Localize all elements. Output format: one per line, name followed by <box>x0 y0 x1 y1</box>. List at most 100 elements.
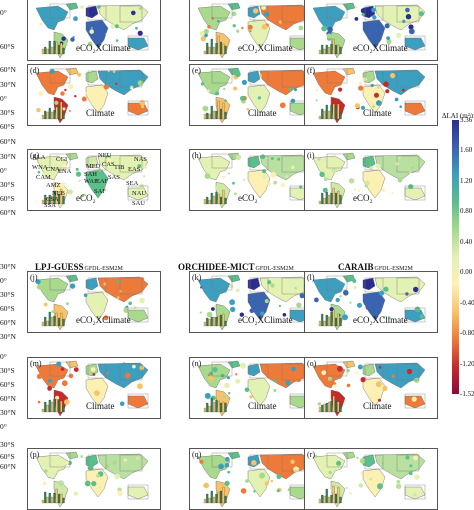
lai-change-patch <box>218 463 224 470</box>
colorbar-tick: -0.400 <box>460 298 474 307</box>
lai-change-patch <box>105 33 108 35</box>
region-box <box>211 3 233 19</box>
region-label: NAS <box>134 156 148 163</box>
lai-change-patch <box>222 395 226 399</box>
histogram-bar <box>328 316 331 327</box>
lai-change-patch <box>133 305 137 310</box>
lai-change-patch <box>270 283 275 288</box>
region-box <box>404 35 426 51</box>
region-label: CSA <box>46 196 59 203</box>
region-box <box>404 100 426 116</box>
lai-change-patch <box>229 299 235 306</box>
histogram-bar <box>318 200 321 205</box>
lai-change-patch <box>408 471 413 476</box>
region-box <box>249 70 269 86</box>
region-box <box>49 275 71 291</box>
lai-change-patch <box>246 107 250 111</box>
histogram-bar <box>335 399 338 413</box>
histogram-bar <box>44 46 47 55</box>
histogram-bar <box>51 316 54 327</box>
lai-change-patch <box>240 488 247 494</box>
continent-shape <box>247 155 261 169</box>
histogram-bar <box>60 101 63 120</box>
region-box <box>404 307 426 323</box>
lai-change-patch <box>317 402 321 406</box>
map-canvas <box>312 67 426 124</box>
histogram-bar <box>335 317 338 327</box>
histogram-bar <box>60 42 63 55</box>
region-box <box>127 393 149 409</box>
lai-change-patch <box>327 90 332 96</box>
lai-change-patch <box>270 171 277 178</box>
lai-change-patch <box>200 82 205 86</box>
lai-change-patch <box>213 14 216 17</box>
lai-change-patch <box>381 462 384 465</box>
latitude-label: 60°S <box>0 380 15 389</box>
lai-change-patch <box>224 463 230 468</box>
histogram-bar <box>210 105 213 120</box>
panel-caption: eCO₂ <box>76 193 96 203</box>
histogram-bar <box>323 495 326 504</box>
lai-change-patch <box>413 455 418 461</box>
lai-change-patch <box>383 81 389 87</box>
continent-shape <box>342 67 356 76</box>
histogram-bar <box>46 496 49 504</box>
lai-change-patch <box>346 368 350 373</box>
lai-change-patch <box>92 302 96 306</box>
map-panel: eCO₂XClimate <box>27 0 161 61</box>
lai-change-patch <box>327 26 333 33</box>
histogram-bar <box>55 190 58 205</box>
lai-change-patch <box>371 177 376 183</box>
histogram-bar <box>321 44 324 55</box>
lai-change-patch <box>211 307 215 311</box>
panel-caption: eCO₂XClimate <box>353 315 408 325</box>
colorbar-tick: -1.52 <box>460 390 474 398</box>
histogram-bar <box>328 110 331 120</box>
histogram-bar <box>220 490 223 504</box>
lai-change-patch <box>331 167 337 173</box>
histogram-bar <box>224 111 227 120</box>
lai-change-patch <box>314 297 319 303</box>
histogram-bar <box>215 493 218 504</box>
histogram-bar <box>48 399 51 413</box>
lai-change-patch <box>418 11 425 17</box>
lai-change-patch <box>116 280 120 284</box>
histogram-bar <box>213 195 216 205</box>
lai-change-patch <box>299 293 305 299</box>
histogram-bar <box>213 496 216 504</box>
histogram-bar <box>210 316 213 327</box>
region-box <box>364 5 384 21</box>
continent-shape <box>85 277 99 291</box>
panel-caption: Climate <box>248 108 277 118</box>
lai-change-patch <box>139 100 146 106</box>
histogram-bar <box>339 46 342 55</box>
map-canvas <box>197 2 311 59</box>
latitude-label: 30°S <box>0 440 15 449</box>
histogram-bar <box>339 317 342 327</box>
lai-change-patch <box>69 283 76 289</box>
lai-change-patch <box>333 384 337 388</box>
histogram-bar <box>325 314 328 327</box>
histogram-bar <box>330 311 333 327</box>
lai-change-patch <box>346 383 351 388</box>
lai-change-patch <box>287 488 291 492</box>
continent-shape <box>404 102 426 116</box>
histogram-bar <box>48 107 51 120</box>
lai-change-patch <box>51 310 55 314</box>
histogram-bar <box>325 191 328 205</box>
region-box <box>364 155 384 171</box>
region-label: CAS <box>102 161 115 168</box>
panel-caption: eCO₂XClimate <box>353 43 408 53</box>
lai-change-patch <box>55 395 60 400</box>
lai-change-patch <box>360 377 366 383</box>
lai-change-patch <box>284 174 289 179</box>
map-canvas <box>312 274 426 331</box>
map-panel: (l) eCO₂XClimate <box>304 271 438 333</box>
histogram-bar <box>217 193 220 205</box>
histogram-bar <box>321 313 324 327</box>
histogram-bar <box>332 485 335 504</box>
lai-change-patch <box>80 5 84 9</box>
panel-label: (g) <box>30 151 40 160</box>
lai-change-patch <box>283 281 289 287</box>
lai-change-patch <box>358 81 363 86</box>
